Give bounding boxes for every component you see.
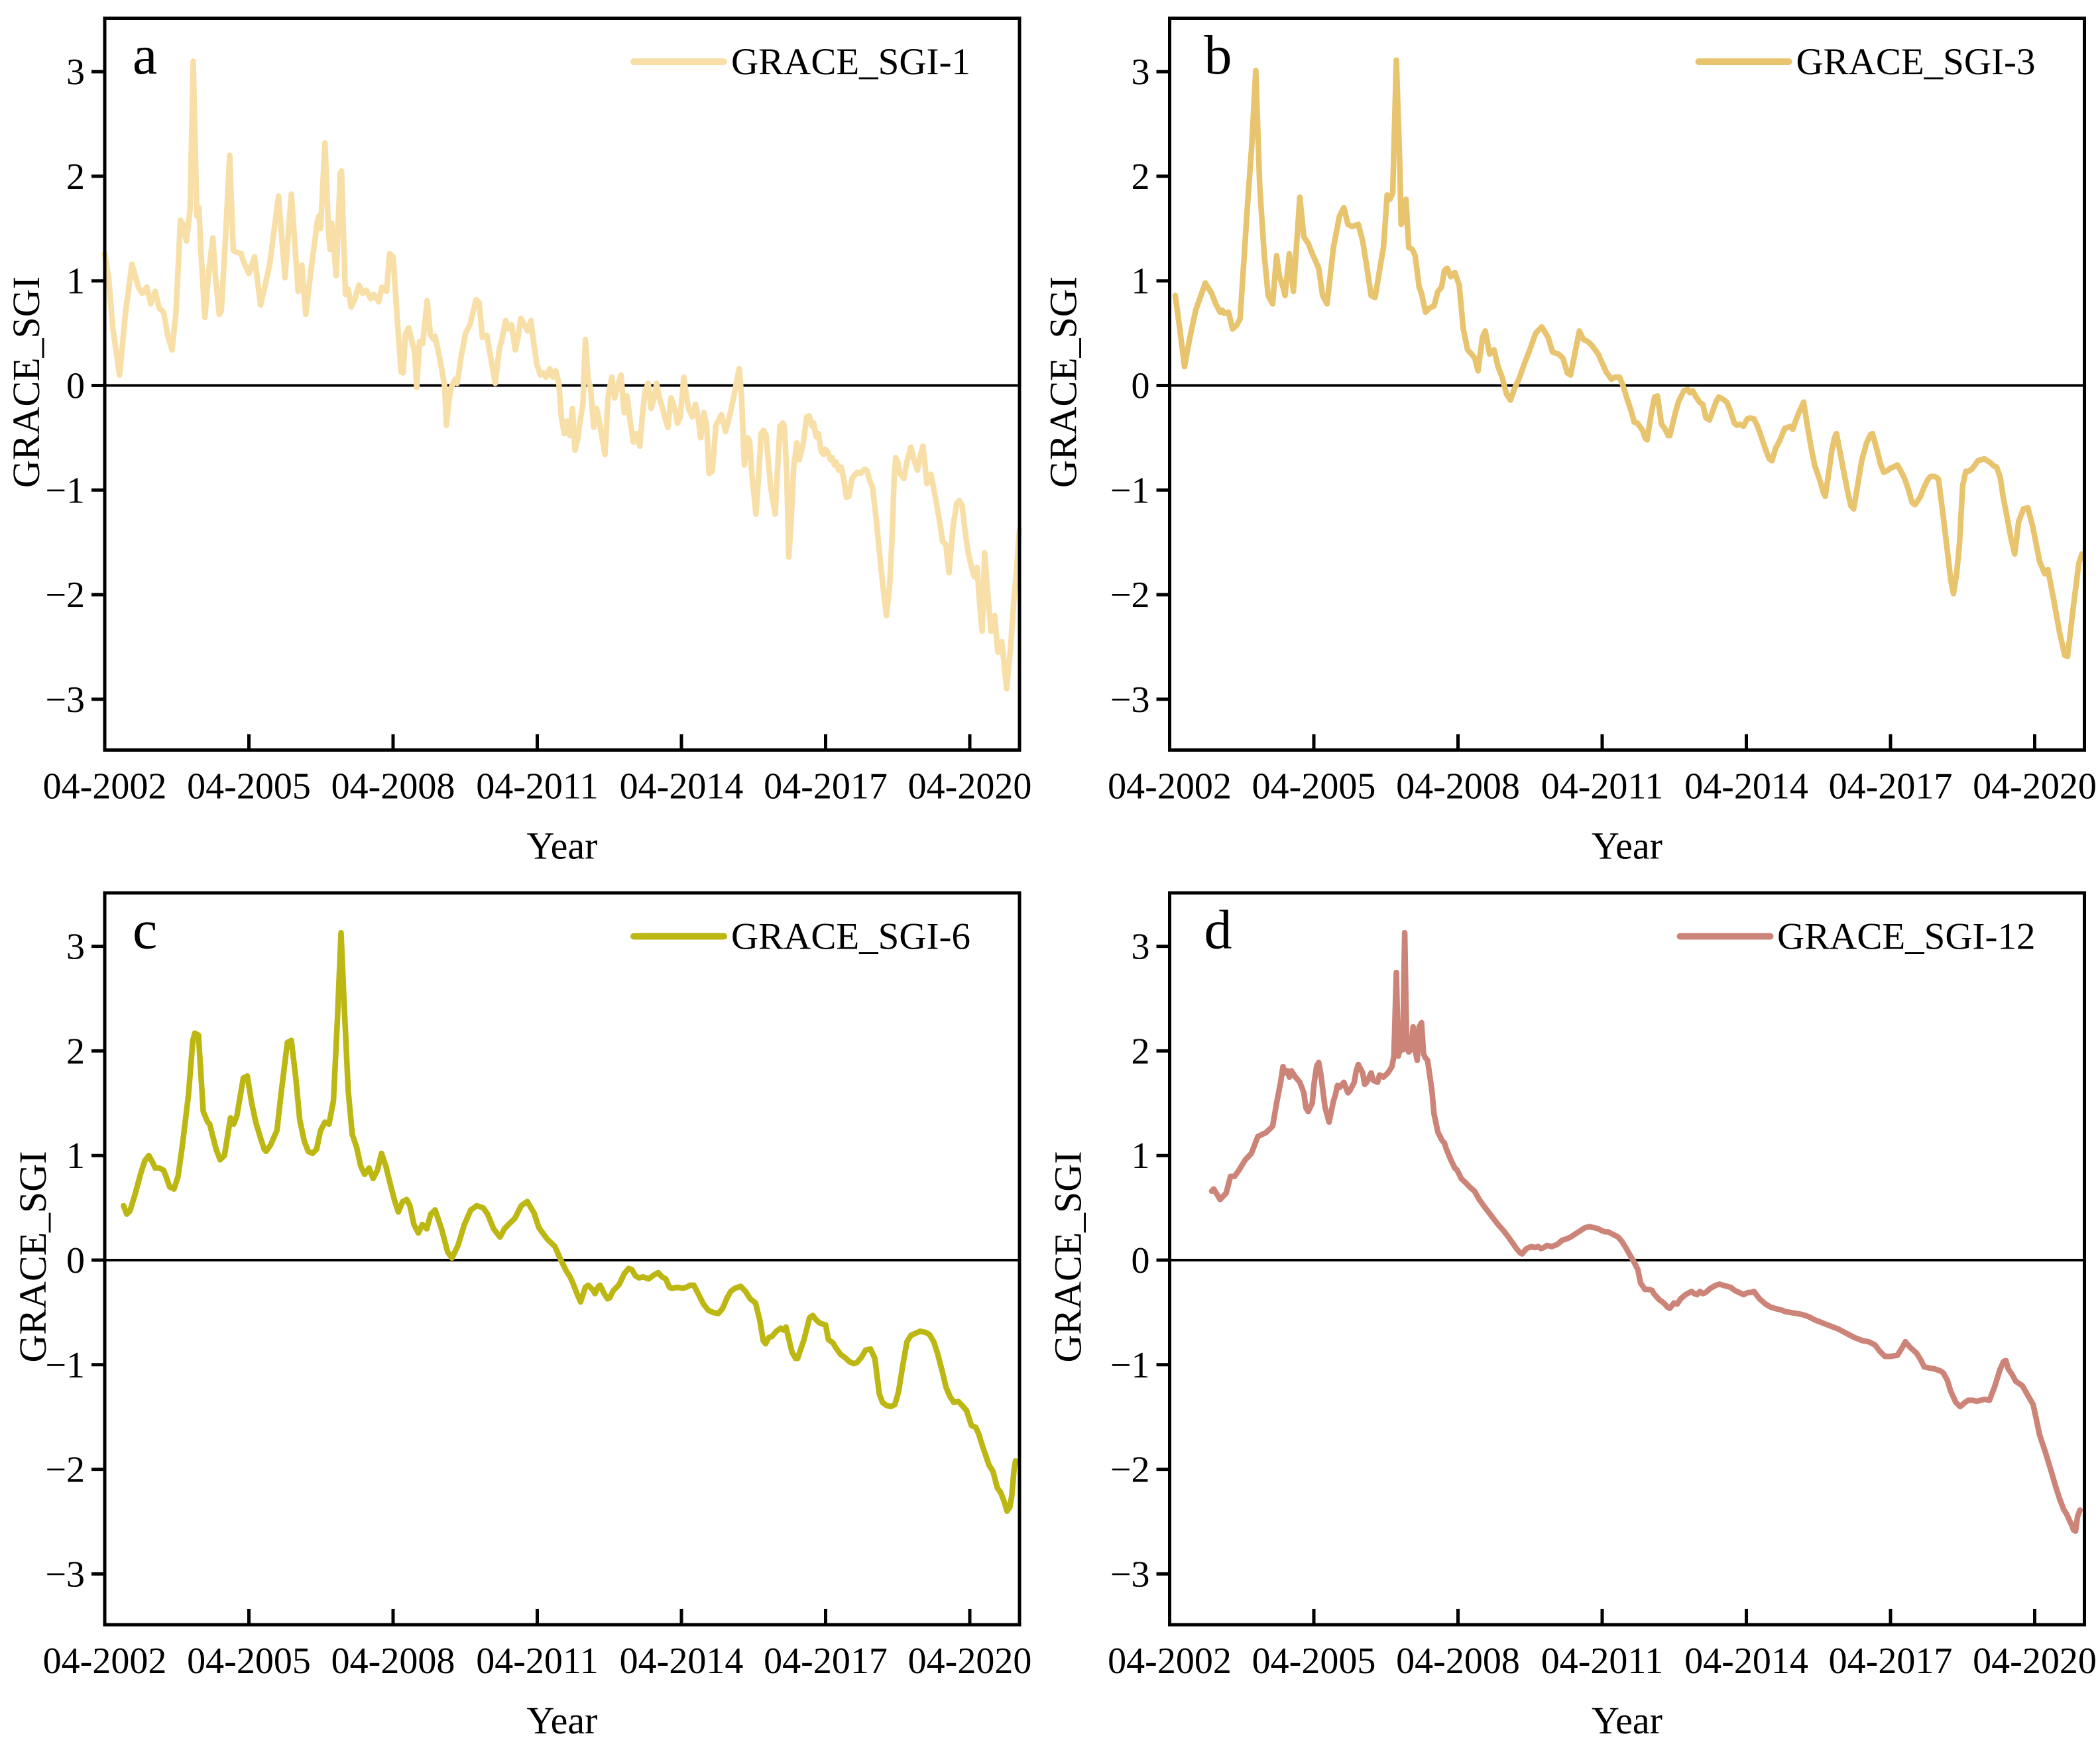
svg-text:0: 0 <box>66 1240 85 1281</box>
svg-text:04-2002: 04-2002 <box>43 766 167 807</box>
svg-text:1: 1 <box>66 1136 85 1177</box>
svg-text:2: 2 <box>1132 1031 1150 1072</box>
svg-text:a: a <box>133 25 157 86</box>
svg-text:04-2020: 04-2020 <box>908 1641 1032 1682</box>
svg-text:04-2005: 04-2005 <box>1252 766 1376 807</box>
svg-text:04-2011: 04-2011 <box>476 1641 599 1682</box>
svg-text:04-2020: 04-2020 <box>908 766 1032 807</box>
svg-text:−2: −2 <box>45 1450 85 1491</box>
svg-text:04-2011: 04-2011 <box>1541 766 1664 807</box>
svg-text:2: 2 <box>1132 156 1150 198</box>
svg-text:Year: Year <box>527 1699 598 1742</box>
svg-text:−1: −1 <box>45 470 85 511</box>
svg-text:GRACE_SGI-1: GRACE_SGI-1 <box>731 41 970 83</box>
svg-text:d: d <box>1204 900 1232 961</box>
svg-text:04-2005: 04-2005 <box>187 1641 311 1682</box>
svg-text:1: 1 <box>1132 1136 1150 1177</box>
svg-text:04-2002: 04-2002 <box>1108 766 1232 807</box>
svg-text:−3: −3 <box>45 679 85 721</box>
svg-text:GRACE_SGI: GRACE_SGI <box>5 276 48 488</box>
svg-text:GRACE_SGI-12: GRACE_SGI-12 <box>1777 916 2036 958</box>
svg-text:04-2017: 04-2017 <box>764 1641 888 1682</box>
svg-text:04-2008: 04-2008 <box>1396 1641 1520 1682</box>
svg-text:GRACE_SGI-6: GRACE_SGI-6 <box>731 916 970 958</box>
svg-text:04-2011: 04-2011 <box>1541 1641 1664 1682</box>
svg-text:3: 3 <box>1132 927 1150 968</box>
svg-text:04-2008: 04-2008 <box>1396 766 1520 807</box>
svg-text:04-2002: 04-2002 <box>43 1641 167 1682</box>
svg-text:0: 0 <box>1132 1240 1150 1281</box>
svg-text:GRACE_SGI: GRACE_SGI <box>1042 276 1085 488</box>
svg-text:2: 2 <box>66 156 85 198</box>
svg-text:04-2005: 04-2005 <box>187 766 311 807</box>
svg-text:−2: −2 <box>1110 1450 1150 1491</box>
svg-text:04-2017: 04-2017 <box>1829 1641 1953 1682</box>
svg-text:04-2014: 04-2014 <box>620 766 744 807</box>
svg-text:2: 2 <box>66 1031 85 1072</box>
svg-text:GRACE_SGI: GRACE_SGI <box>1047 1151 1090 1362</box>
svg-text:04-2008: 04-2008 <box>331 766 455 807</box>
svg-text:GRACE_SGI: GRACE_SGI <box>11 1151 54 1362</box>
svg-text:04-2017: 04-2017 <box>764 766 888 807</box>
svg-text:Year: Year <box>527 825 598 868</box>
svg-text:GRACE_SGI-3: GRACE_SGI-3 <box>1796 41 2035 83</box>
svg-text:04-2008: 04-2008 <box>331 1641 455 1682</box>
svg-text:04-2014: 04-2014 <box>620 1641 744 1682</box>
svg-text:−3: −3 <box>45 1554 85 1595</box>
svg-text:04-2011: 04-2011 <box>476 766 599 807</box>
svg-text:1: 1 <box>1132 261 1150 302</box>
svg-text:b: b <box>1204 25 1232 86</box>
svg-text:0: 0 <box>1132 366 1150 407</box>
svg-text:−1: −1 <box>45 1345 85 1386</box>
svg-text:−1: −1 <box>1110 1345 1150 1386</box>
svg-text:0: 0 <box>66 366 85 407</box>
svg-text:04-2020: 04-2020 <box>1973 766 2097 807</box>
svg-text:Year: Year <box>1592 1699 1662 1742</box>
svg-text:3: 3 <box>1132 52 1150 93</box>
svg-text:04-2005: 04-2005 <box>1252 1641 1376 1682</box>
svg-text:04-2014: 04-2014 <box>1684 766 1808 807</box>
svg-text:−2: −2 <box>45 575 85 616</box>
svg-text:04-2014: 04-2014 <box>1684 1641 1808 1682</box>
svg-text:3: 3 <box>66 52 85 93</box>
svg-text:04-2017: 04-2017 <box>1829 766 1953 807</box>
svg-text:Year: Year <box>1592 825 1662 868</box>
svg-text:3: 3 <box>66 927 85 968</box>
svg-text:04-2020: 04-2020 <box>1973 1641 2097 1682</box>
svg-text:c: c <box>133 900 157 961</box>
svg-text:−3: −3 <box>1110 1554 1150 1595</box>
svg-text:−2: −2 <box>1110 575 1150 616</box>
svg-text:04-2002: 04-2002 <box>1108 1641 1232 1682</box>
svg-text:−1: −1 <box>1110 470 1150 511</box>
svg-text:−3: −3 <box>1110 679 1150 721</box>
svg-text:1: 1 <box>66 261 85 302</box>
